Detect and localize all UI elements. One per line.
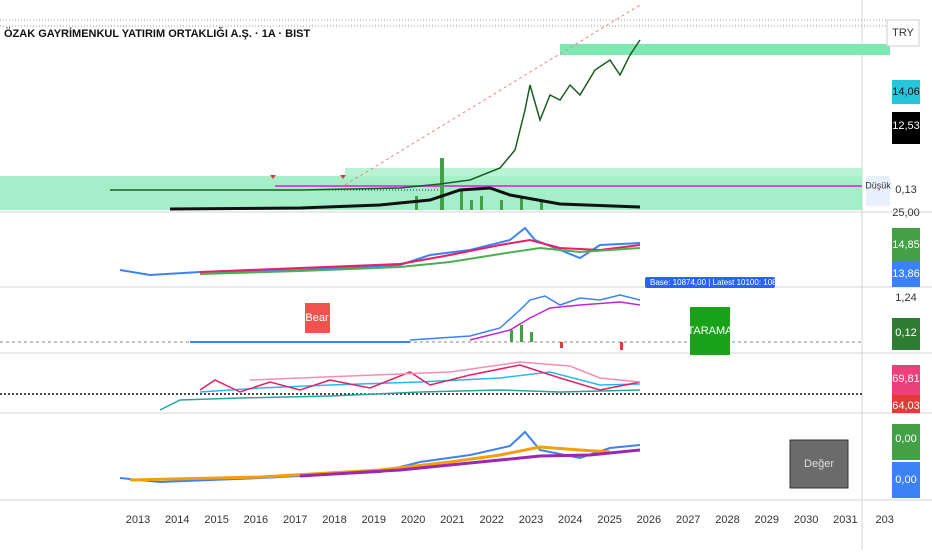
- year-label: 2025: [597, 514, 621, 526]
- price-label: 0,13: [895, 184, 916, 196]
- symbol-title: ÖZAK GAYRİMENKUL YATIRIM ORTAKLIĞI A.Ş. …: [4, 27, 310, 40]
- year-label: 2024: [558, 514, 582, 526]
- price-tag: [892, 395, 920, 413]
- price-label: 12,53: [892, 120, 920, 132]
- price-tag: [892, 262, 920, 287]
- price-tag: [892, 112, 920, 144]
- year-label: 2021: [440, 514, 464, 526]
- year-label: 2028: [715, 514, 739, 526]
- currency-box: [886, 19, 920, 47]
- price-label: 0,00: [895, 433, 916, 445]
- price-tag: [892, 462, 920, 498]
- year-label: 2026: [637, 514, 661, 526]
- indicator-pane-4: [0, 361, 862, 411]
- price-pane: [0, 4, 890, 211]
- price-label: 0,12: [895, 327, 916, 339]
- currency: TRY: [892, 27, 914, 39]
- price-tag: [892, 80, 920, 104]
- price-label: 25,00: [892, 207, 920, 219]
- tarama-label: TARAMA: [687, 325, 733, 337]
- low-tag: [866, 176, 890, 206]
- time-axis: 2013 2014 2015 2016 2017 2018 2019 2020 2021 2022…: [126, 514, 894, 526]
- indicator-pane-2: [119, 226, 775, 288]
- price-label: 14,06: [892, 86, 920, 98]
- year-label: 2030: [794, 514, 818, 526]
- indicator-pane-5: [119, 430, 849, 489]
- year-label: 2023: [519, 514, 543, 526]
- base-label: Base: 10874,00 | Latest 10100: 10874,53: [650, 278, 797, 287]
- year-label: 2018: [322, 514, 346, 526]
- bear-label: Bear: [305, 312, 329, 324]
- price-label: 14,85: [892, 239, 920, 251]
- year-label: 2029: [755, 514, 779, 526]
- year-label: 2031: [833, 514, 857, 526]
- indicator-pane-3: [0, 294, 862, 355]
- year-label: 2020: [401, 514, 425, 526]
- year-label: 2017: [283, 514, 307, 526]
- price-tag: [892, 228, 920, 262]
- price-label: 13,86: [892, 268, 920, 280]
- year-label: 2019: [362, 514, 386, 526]
- price-tag: [892, 424, 920, 460]
- year-label: 203: [876, 514, 894, 526]
- price-label: 64,03: [892, 400, 920, 412]
- year-label: 2014: [165, 514, 189, 526]
- year-label: 2015: [204, 514, 228, 526]
- price-tag: [892, 318, 920, 350]
- price-label: 1,24: [895, 292, 916, 304]
- price-tag: [892, 365, 920, 395]
- year-label: 2027: [676, 514, 700, 526]
- price-label: 0,00: [895, 474, 916, 486]
- year-label: 2016: [244, 514, 268, 526]
- deger-label: Değer: [804, 458, 834, 470]
- year-label: 2022: [479, 514, 503, 526]
- low-label: Düşük: [865, 180, 891, 190]
- price-label: 69,81: [892, 373, 920, 385]
- year-label: 2013: [126, 514, 150, 526]
